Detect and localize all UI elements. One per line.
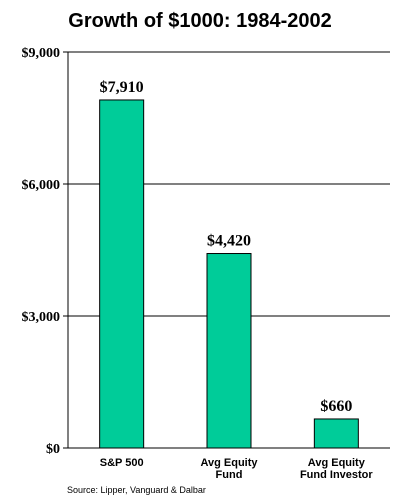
- x-tick-label: Fund Investor: [300, 469, 373, 481]
- x-tick-label: S&P 500: [100, 457, 144, 469]
- y-axis-ticks: $0 $3,000 $6,000 $9,000: [22, 46, 61, 457]
- x-tick-label: Avg Equity: [200, 457, 258, 469]
- y-tick-label: $3,000: [22, 310, 61, 325]
- y-tick-label: $0: [46, 442, 60, 457]
- source-note: Source: Lipper, Vanguard & Dalbar: [67, 485, 206, 495]
- x-tick-label: Fund: [216, 469, 243, 481]
- bar: [99, 99, 145, 449]
- bar: [313, 418, 359, 449]
- data-label: $660: [320, 398, 352, 415]
- data-labels: $7,910 $4,420 $660: [100, 79, 353, 415]
- axes: [67, 52, 390, 449]
- bar: [206, 253, 252, 449]
- y-tick-label: $6,000: [22, 178, 61, 193]
- y-tick-label: $9,000: [22, 46, 61, 61]
- data-label: $4,420: [207, 233, 251, 250]
- data-label: $7,910: [100, 79, 144, 96]
- bars: [99, 99, 359, 449]
- x-tick-label: Avg Equity: [308, 457, 366, 469]
- chart-title: Growth of $1000: 1984-2002: [68, 10, 331, 32]
